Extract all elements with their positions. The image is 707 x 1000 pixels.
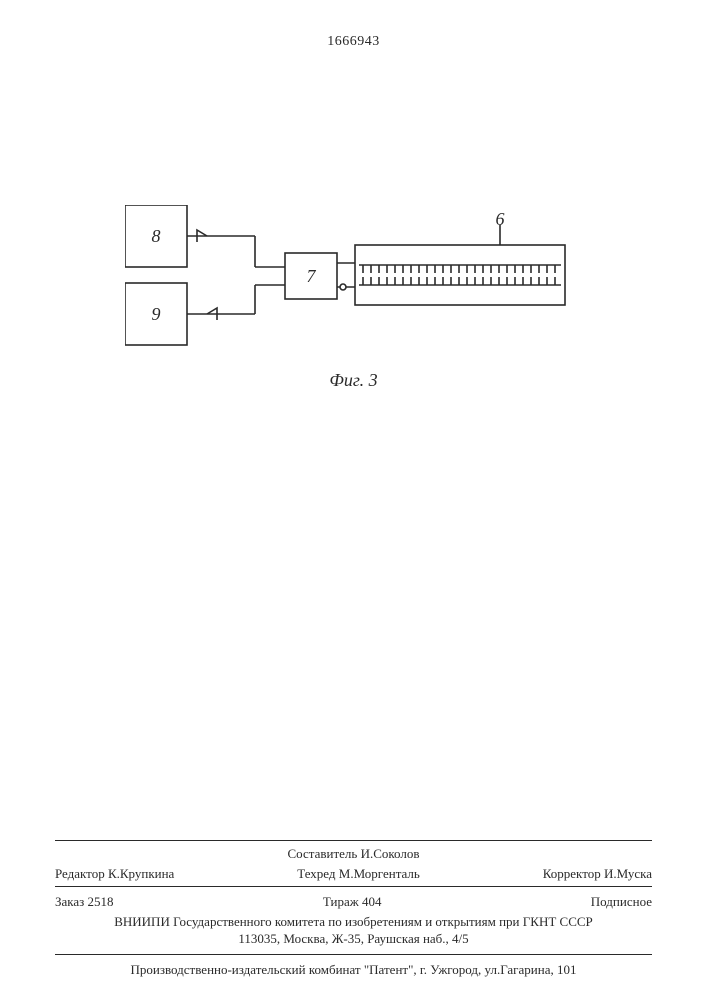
printer-line: Производственно-издательский комбинат "П…	[55, 955, 652, 979]
figure-3-diagram: 8976	[125, 205, 585, 365]
svg-text:8: 8	[152, 226, 161, 246]
org-line-2: 113035, Москва, Ж-35, Раушская наб., 4/5	[55, 930, 652, 948]
svg-text:7: 7	[307, 266, 317, 286]
footer-block: Составитель И.Соколов Редактор К.Крупкин…	[55, 840, 652, 978]
figure-caption: Фиг. 3	[0, 370, 707, 391]
tech: Техред М.Моргенталь	[297, 865, 420, 883]
patent-number: 1666943	[0, 34, 707, 50]
signed: Подписное	[591, 893, 652, 911]
order-no: Заказ 2518	[55, 893, 114, 911]
corrector: Корректор И.Муска	[543, 865, 652, 883]
org-line-1: ВНИИПИ Государственного комитета по изоб…	[55, 911, 652, 931]
compiler-line: Составитель И.Соколов	[55, 841, 652, 863]
editor: Редактор К.Крупкина	[55, 865, 174, 883]
tirage: Тираж 404	[323, 893, 382, 911]
svg-text:9: 9	[152, 304, 161, 324]
